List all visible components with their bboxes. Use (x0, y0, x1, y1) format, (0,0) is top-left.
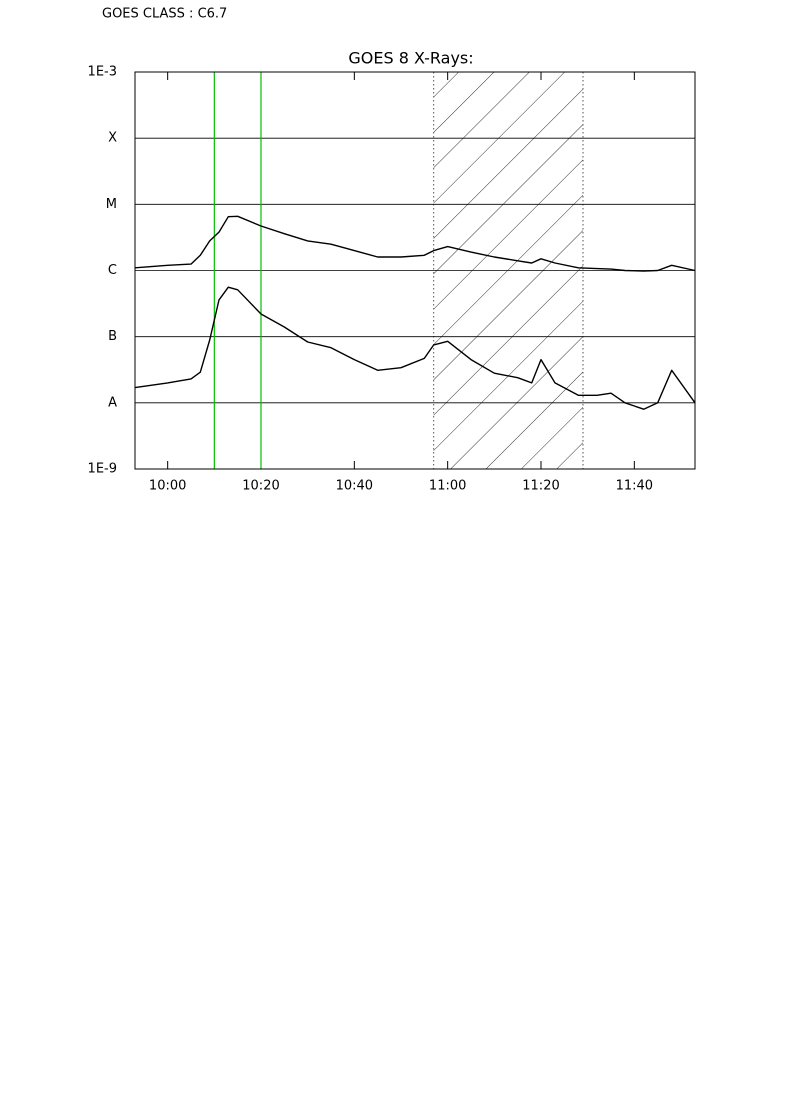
x-tick-label: 10:00 (149, 479, 186, 494)
x-tick-label: 11:00 (429, 479, 466, 494)
y-tick-label: 1E-9 (88, 462, 117, 477)
y-tick-label: 1E-3 (88, 65, 117, 80)
x-tick-label: 11:40 (616, 479, 653, 494)
annotation: GOES CLASS : C6.7 (102, 7, 227, 22)
y-tick-label: M (106, 197, 117, 212)
y-tick-label: B (108, 329, 117, 344)
x-tick-label: 11:20 (522, 479, 559, 494)
y-tick-label: C (108, 263, 117, 278)
series-line (134, 215, 696, 272)
x-tick-label: 10:20 (242, 479, 279, 494)
series-line (134, 286, 696, 410)
y-tick-label: A (108, 395, 117, 410)
plot-frame (134, 71, 696, 470)
x-tick-label: 10:40 (336, 479, 373, 494)
chart-title: GOES 8 X-Rays: (348, 49, 473, 68)
y-tick-label: X (108, 131, 117, 146)
